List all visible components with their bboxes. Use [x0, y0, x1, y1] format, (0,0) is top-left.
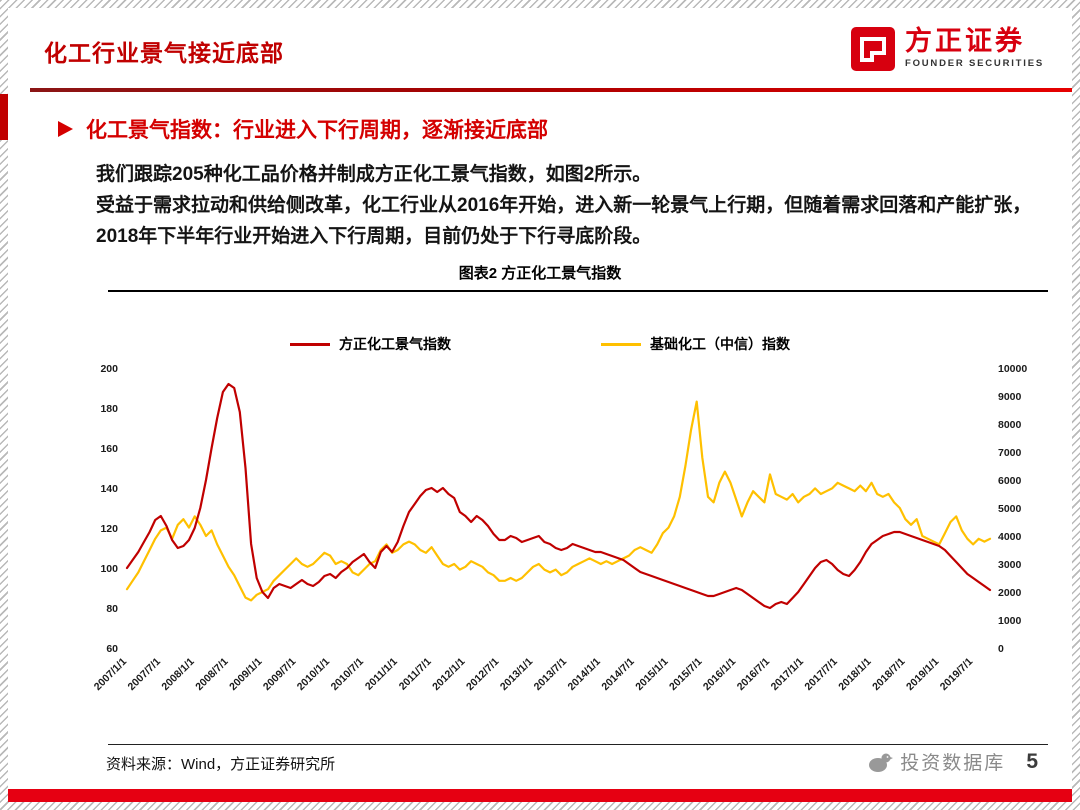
svg-text:2018/1/1: 2018/1/1 — [836, 656, 873, 693]
svg-text:120: 120 — [100, 523, 118, 535]
svg-text:2017/7/1: 2017/7/1 — [802, 656, 839, 693]
slide: 化工行业景气接近底部 方正证券 FOUNDER SECURITIES 化工景气指… — [8, 8, 1072, 802]
svg-text:160: 160 — [100, 443, 118, 455]
svg-text:2014/7/1: 2014/7/1 — [599, 656, 636, 693]
svg-text:2016/7/1: 2016/7/1 — [735, 656, 772, 693]
left-red-accent — [0, 94, 8, 140]
watermark-text: 投资数据库 — [900, 753, 1006, 774]
svg-text:60: 60 — [106, 643, 118, 655]
legend-label-founder: 方正化工景气指数 — [339, 336, 451, 352]
svg-text:4000: 4000 — [998, 531, 1022, 543]
section-heading-text: 化工景气指数：行业进入下行周期，逐渐接近底部 — [86, 119, 548, 142]
svg-text:2012/1/1: 2012/1/1 — [430, 656, 467, 693]
footer-rule — [108, 744, 1048, 745]
svg-text:2007/7/1: 2007/7/1 — [126, 656, 163, 693]
svg-text:2008/7/1: 2008/7/1 — [193, 656, 230, 693]
svg-text:1000: 1000 — [998, 615, 1022, 627]
founder-logo-icon — [850, 27, 895, 71]
paragraph-2: 受益于需求拉动和供给侧改革，化工行业从2016年开始，进入新一轮景气上行期，但随… — [96, 194, 1032, 247]
legend-item-founder-index: 方正化工景气指数 — [290, 334, 451, 354]
figure-top-rule — [108, 290, 1048, 292]
logo-name: 方正证券 — [904, 26, 1025, 56]
legend-line-red — [290, 342, 330, 346]
figure-caption: 图表2 方正化工景气指数 — [458, 265, 622, 282]
svg-text:3000: 3000 — [998, 559, 1022, 571]
svg-text:2014/1/1: 2014/1/1 — [566, 656, 603, 693]
svg-text:2018/7/1: 2018/7/1 — [870, 656, 907, 693]
svg-text:2015/7/1: 2015/7/1 — [667, 656, 704, 693]
svg-text:2009/1/1: 2009/1/1 — [227, 656, 264, 693]
page-title: 化工行业景气接近底部 — [44, 40, 284, 66]
logo-text: 方正证券 FOUNDER SECURITIES — [905, 26, 1044, 69]
page-number: 5 — [1026, 749, 1038, 773]
arrow-bullet-icon — [58, 121, 73, 137]
header-divider — [30, 88, 1072, 92]
section-heading: 化工景气指数：行业进入下行周期，逐渐接近底部 — [58, 114, 548, 144]
logo-subtitle: FOUNDER SECURITIES — [904, 58, 1044, 70]
source-note: 资料来源：Wind，方正证券研究所 — [106, 756, 336, 773]
svg-text:2017/1/1: 2017/1/1 — [769, 656, 806, 693]
svg-text:2007/1/1: 2007/1/1 — [92, 656, 129, 693]
svg-text:0: 0 — [998, 643, 1004, 655]
svg-text:2016/1/1: 2016/1/1 — [701, 656, 738, 693]
svg-text:200: 200 — [100, 363, 118, 375]
svg-text:2015/1/1: 2015/1/1 — [633, 656, 670, 693]
legend-item-citic-index: 基础化工（中信）指数 — [601, 334, 790, 354]
watermark-bird-icon — [869, 753, 894, 772]
svg-text:2013/7/1: 2013/7/1 — [532, 656, 569, 693]
line-chart: 6080100120140160180200010002000300040005… — [92, 363, 1028, 693]
svg-text:2013/1/1: 2013/1/1 — [498, 656, 535, 693]
svg-text:2019/1/1: 2019/1/1 — [904, 656, 941, 693]
svg-text:6000: 6000 — [998, 475, 1022, 487]
chart-legend: 方正化工景气指数 基础化工（中信）指数 — [8, 334, 1072, 354]
founder-securities-logo: 方正证券 FOUNDER SECURITIES — [850, 26, 1044, 72]
svg-text:100: 100 — [100, 563, 118, 575]
svg-text:2012/7/1: 2012/7/1 — [464, 656, 501, 693]
svg-text:10000: 10000 — [998, 363, 1027, 375]
paragraph-1: 我们跟踪205种化工品价格并制成方正化工景气指数，如图2所示。 — [96, 164, 652, 185]
svg-text:2008/1/1: 2008/1/1 — [159, 656, 196, 693]
svg-text:2010/7/1: 2010/7/1 — [329, 656, 366, 693]
svg-text:140: 140 — [100, 483, 118, 495]
svg-text:5000: 5000 — [998, 503, 1022, 515]
svg-text:7000: 7000 — [998, 447, 1022, 459]
body-text: 我们跟踪205种化工品价格并制成方正化工景气指数，如图2所示。 受益于需求拉动和… — [96, 160, 1034, 252]
svg-text:9000: 9000 — [998, 391, 1022, 403]
legend-label-citic: 基础化工（中信）指数 — [650, 336, 790, 352]
svg-text:80: 80 — [106, 603, 118, 615]
watermark: 投资数据库 5 — [867, 748, 1038, 775]
legend-line-yellow — [601, 342, 641, 346]
bottom-red-bar — [8, 789, 1072, 802]
svg-text:2010/1/1: 2010/1/1 — [295, 656, 332, 693]
svg-text:2011/1/1: 2011/1/1 — [363, 656, 400, 693]
svg-text:2011/7/1: 2011/7/1 — [397, 656, 434, 693]
svg-text:180: 180 — [100, 403, 118, 415]
svg-text:2019/7/1: 2019/7/1 — [938, 656, 975, 693]
svg-text:8000: 8000 — [998, 419, 1022, 431]
svg-text:2009/7/1: 2009/7/1 — [261, 656, 298, 693]
svg-text:2000: 2000 — [998, 587, 1022, 599]
